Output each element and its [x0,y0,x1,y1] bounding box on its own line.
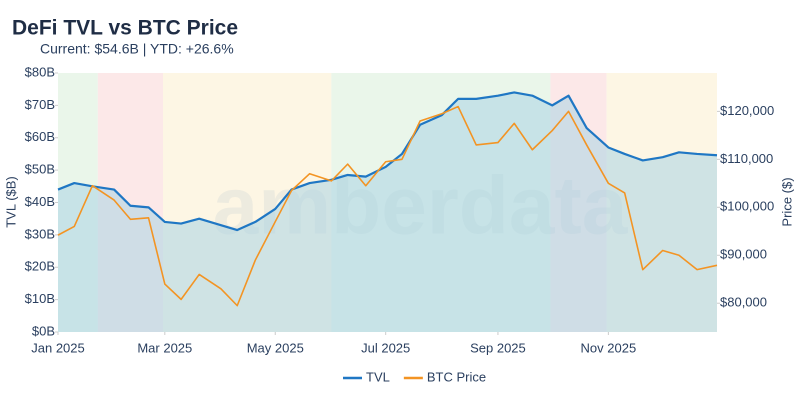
y-tick-label: $70B [25,97,55,112]
y-axis-title: TVL ($B) [3,176,18,228]
series-line [57,91,718,232]
legend-label: TVL [366,369,390,384]
series-line [57,105,718,307]
y-tick-label: $80B [25,64,55,79]
x-tick-label: Nov 2025 [581,340,637,355]
y-tick-label: $50B [25,162,55,177]
y2-tick-label: $80,000 [720,295,767,310]
chart-subtitle: Current: $54.6B | YTD: +26.6% [40,41,234,57]
x-tick-label: Jan 2025 [31,340,85,355]
y-tick-label: $10B [25,291,55,306]
y-tick-label: $40B [25,194,55,209]
area [58,92,717,332]
chart-title: DeFi TVL vs BTC Price [12,17,238,40]
y-tick-label: $60B [25,129,55,144]
x-tick-label: Sep 2025 [470,340,526,355]
y2-tick-label: $100,000 [720,199,774,214]
x-tick-label: Mar 2025 [137,340,192,355]
x-tick-label: Jul 2025 [361,340,410,355]
legend-label: BTC Price [427,369,486,384]
x-tick-label: May 2025 [247,340,304,355]
y2-tick-label: $90,000 [720,247,767,262]
y2-axis-title: Price ($) [779,177,794,226]
y-tick-label: $20B [25,259,55,274]
y2-tick-label: $110,000 [720,151,773,166]
y2-tick-label: $120,000 [720,103,774,118]
y-tick-label: $30B [25,226,55,241]
y-tick-label: $0B [32,323,55,338]
